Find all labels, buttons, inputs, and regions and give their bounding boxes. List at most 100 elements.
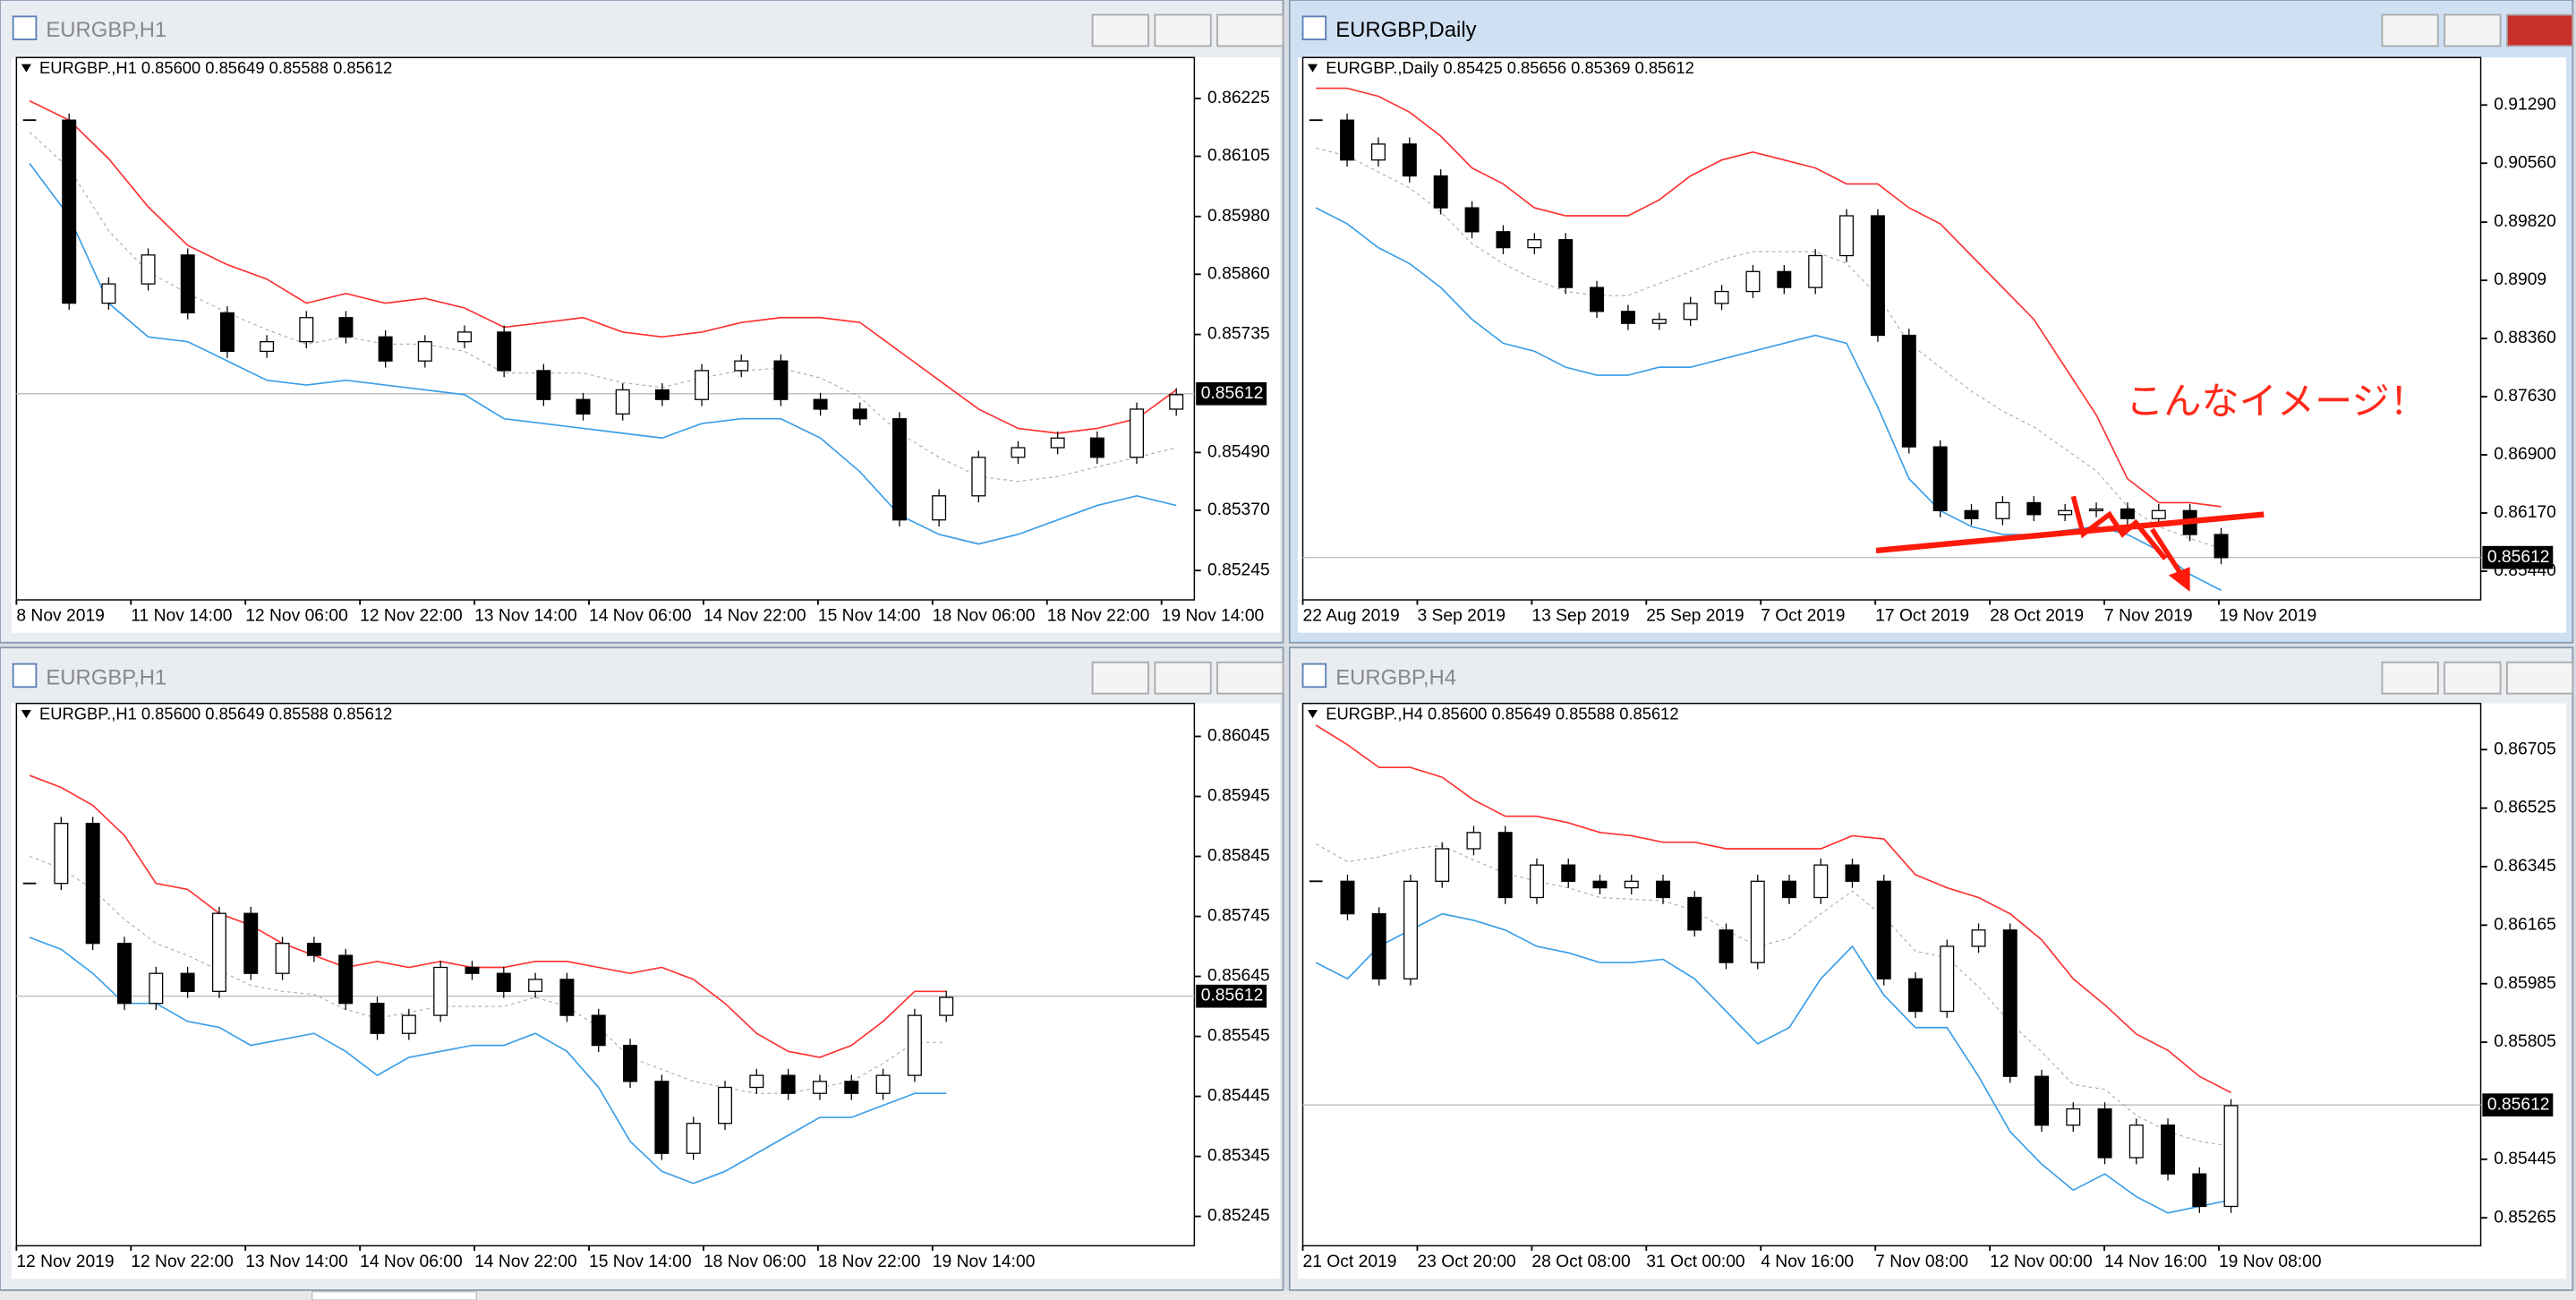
x-tick-label: 18 Nov 06:00 — [704, 1253, 806, 1271]
current-price-label: 0.85612 — [1201, 384, 1264, 403]
current-price-box — [2482, 545, 2554, 569]
band-middle — [1316, 147, 2222, 550]
dropdown-triangle[interactable] — [1308, 710, 1318, 719]
maximize-button[interactable] — [1154, 661, 1212, 695]
candle-body — [299, 317, 314, 343]
candle-body — [536, 370, 551, 400]
candle-body — [907, 1014, 922, 1076]
candle-body — [180, 972, 195, 992]
candle-body — [1340, 119, 1355, 161]
candle-body — [338, 954, 354, 1005]
candle-body — [180, 254, 195, 314]
close-button[interactable] — [1216, 661, 1284, 695]
minimize-button[interactable] — [1091, 661, 1149, 695]
x-tick-label: 13 Nov 14:00 — [245, 1253, 348, 1271]
candle-body — [2213, 534, 2229, 559]
x-tick-label: 28 Oct 08:00 — [1531, 1253, 1630, 1271]
maximize-button[interactable] — [1154, 13, 1212, 47]
candle-body — [1839, 215, 1855, 257]
candle-body — [559, 979, 575, 1016]
minimize-button[interactable] — [2381, 661, 2439, 695]
candle-body — [370, 1003, 385, 1034]
candle-body — [1011, 447, 1026, 458]
candle-body — [496, 972, 511, 992]
candle-body — [1813, 864, 1829, 899]
candle-body — [2089, 508, 2104, 512]
dropdown-triangle[interactable] — [21, 710, 31, 719]
candle-body — [812, 1081, 827, 1094]
x-tick-label: 15 Nov 14:00 — [818, 606, 921, 625]
x-tick-label: 18 Nov 06:00 — [933, 606, 1036, 625]
minimize-button[interactable] — [1091, 13, 1149, 47]
close-button[interactable] — [2505, 661, 2574, 695]
candle-body — [875, 1074, 891, 1094]
candle-body — [654, 389, 670, 400]
candle-body — [2120, 508, 2135, 519]
candle-body — [1719, 929, 1734, 963]
candle-body — [1435, 848, 1450, 882]
candle-body — [1433, 175, 1448, 209]
current-price-box — [1196, 381, 1267, 406]
x-tick-label: 31 Oct 00:00 — [1646, 1253, 1744, 1271]
x-tick-label: 15 Nov 14:00 — [589, 1253, 692, 1271]
y-tick-label: 0.85245 — [1207, 1207, 1270, 1226]
candle-body — [1624, 880, 1639, 889]
x-tick-label: 19 Nov 14:00 — [933, 1253, 1036, 1271]
window-title: EURGBP,H1 — [46, 665, 166, 689]
candle-body — [1497, 832, 1513, 899]
candle-body — [306, 943, 321, 956]
candle-body — [1561, 864, 1576, 882]
candle-body — [2066, 1108, 2081, 1126]
x-tick-label: 14 Nov 22:00 — [474, 1253, 577, 1271]
candle-body — [1402, 143, 1417, 177]
y-tick-label: 0.90560 — [2494, 153, 2556, 172]
x-tick-label: 3 Sep 2019 — [1417, 606, 1506, 625]
y-tick-label: 0.86525 — [2494, 799, 2556, 817]
candle-body — [1750, 880, 1765, 963]
x-tick-label: 21 Oct 2019 — [1303, 1253, 1397, 1271]
y-tick-label: 0.85980 — [1207, 207, 1270, 226]
candle-body — [686, 1123, 701, 1154]
x-tick-label: 7 Oct 2019 — [1761, 606, 1845, 625]
maximize-button[interactable] — [2444, 13, 2502, 47]
close-button[interactable] — [1216, 13, 1284, 47]
y-tick-label: 0.85745 — [1207, 907, 1270, 926]
minimize-button[interactable] — [2381, 13, 2439, 47]
y-tick-label: 0.86345 — [2494, 857, 2556, 876]
x-tick-label: 13 Nov 14:00 — [474, 606, 577, 625]
plot-frame — [1301, 702, 2482, 1247]
candle-body — [101, 283, 116, 304]
y-tick-label: 0.85490 — [1207, 442, 1270, 461]
close-button[interactable] — [2505, 13, 2574, 47]
candle-body — [497, 331, 512, 372]
symbol-info: EURGBP.,H1 0.85600 0.85649 0.85588 0.856… — [39, 58, 392, 77]
candle-body — [654, 1081, 670, 1154]
lower-band — [29, 937, 947, 1185]
candle-body — [1777, 270, 1792, 288]
candle-body — [211, 912, 226, 992]
candle-body — [852, 408, 867, 420]
maximize-button[interactable] — [2444, 661, 2502, 695]
chart-area — [11, 703, 1280, 1279]
window-title: EURGBP,H1 — [46, 18, 166, 42]
current-price-label: 0.85612 — [2487, 548, 2550, 567]
current-price-label: 0.85612 — [2487, 1095, 2550, 1114]
candle-body — [591, 1014, 606, 1047]
window-title: EURGBP,Daily — [1335, 18, 1476, 42]
zigzag — [2070, 495, 2168, 560]
candle-body — [749, 1074, 764, 1089]
tab[interactable] — [311, 1291, 477, 1300]
candle-body — [1464, 207, 1480, 233]
candle-body — [1089, 437, 1105, 458]
band-middle — [29, 856, 947, 1094]
candle-body — [1529, 864, 1544, 899]
y-tick-label: 0.86105 — [1207, 147, 1270, 166]
x-tick-label: 12 Nov 22:00 — [360, 606, 463, 625]
candle-body — [891, 418, 907, 521]
candle-body — [1527, 239, 1542, 249]
x-tick-label: 25 Sep 2019 — [1646, 606, 1744, 625]
arrow-head — [2168, 567, 2190, 592]
y-tick-label: 0.85445 — [1207, 1087, 1270, 1106]
dropdown-triangle[interactable] — [1308, 64, 1318, 73]
dropdown-triangle[interactable] — [21, 64, 31, 73]
